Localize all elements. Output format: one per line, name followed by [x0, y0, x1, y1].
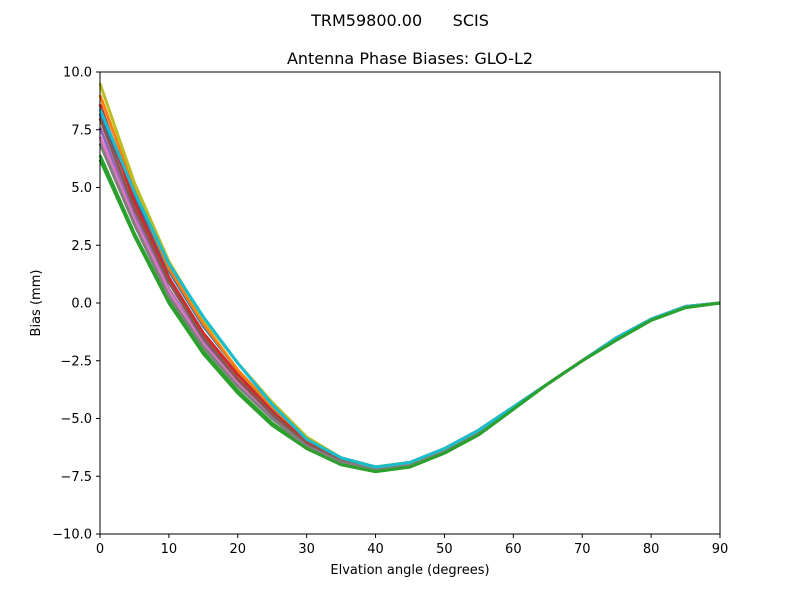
y-tick-label: 7.5 — [71, 123, 92, 138]
y-tick-label: 2.5 — [71, 239, 92, 254]
x-tick-label: 50 — [436, 542, 453, 557]
y-tick-label: −2.5 — [60, 354, 92, 369]
x-tick-label: 80 — [643, 542, 660, 557]
series-line-5 — [98, 117, 721, 471]
x-tick-label: 30 — [298, 542, 315, 557]
y-tick-label: 0.0 — [71, 297, 92, 312]
series-line-0 — [98, 113, 721, 469]
x-tick-label: 20 — [230, 542, 247, 557]
y-tick-label: −10.0 — [52, 528, 92, 543]
x-tick-label: 90 — [712, 542, 729, 557]
series-line-3 — [98, 103, 721, 469]
series-line-10 — [98, 159, 721, 474]
series-line-2 — [98, 154, 721, 474]
y-axis-label: Bias (mm) — [29, 270, 44, 337]
y-tick-label: 5.0 — [71, 181, 92, 196]
x-tick-label: 70 — [574, 542, 591, 557]
y-tick-label: −7.5 — [60, 470, 92, 485]
x-tick-label: 0 — [96, 542, 104, 557]
chart-suptitle: TRM59800.00 SCIS — [310, 11, 489, 30]
x-tick-label: 40 — [367, 542, 384, 557]
y-tick-label: 10.0 — [63, 66, 92, 81]
x-tick-label: 10 — [161, 542, 178, 557]
series-line-9 — [98, 108, 721, 469]
series-layer — [98, 83, 721, 474]
chart-title: Antenna Phase Biases: GLO-L2 — [287, 49, 533, 68]
ticks-layer: 0 10 20 30 40 50 60 70 80 90 10.0 7.5 5.0 2.5 0.0 −2.5 −… — [52, 66, 728, 558]
x-axis-label: Elvation angle (degrees) — [330, 563, 489, 578]
x-tick-label: 60 — [505, 542, 522, 557]
series-line-8 — [98, 83, 721, 469]
series-line-1 — [98, 94, 721, 469]
y-tick-label: −5.0 — [60, 412, 92, 427]
